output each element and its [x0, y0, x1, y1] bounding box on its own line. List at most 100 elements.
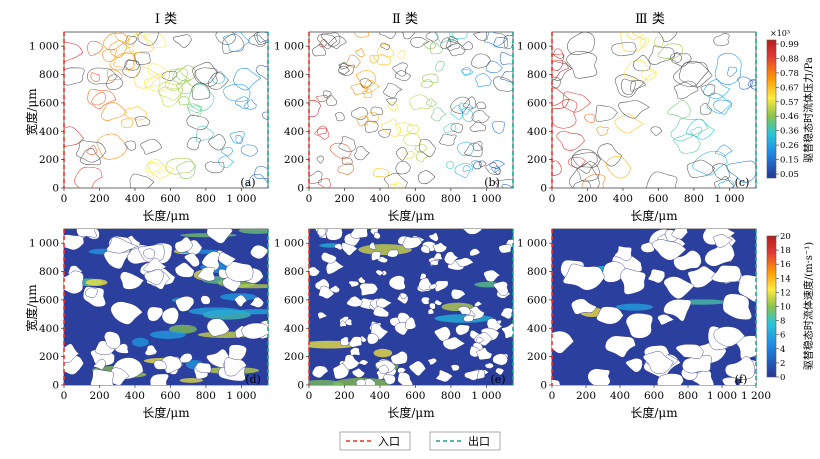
- x-tick-label-a: 1 000: [226, 193, 256, 205]
- x-tick-label-c: 0: [549, 193, 556, 205]
- x-tick-label-e: 600: [405, 390, 425, 402]
- pressure-tick-label: 0.57: [780, 98, 799, 108]
- velocity-tick-label: 6: [780, 331, 785, 341]
- column-title-1: Ⅰ 类: [155, 12, 177, 27]
- velocity-field-f: [552, 229, 756, 385]
- pressure-tick-label: 0.05: [780, 170, 799, 180]
- x-tick-label-b: 800: [441, 193, 461, 205]
- y-tick-label-a: 200: [39, 154, 59, 166]
- y-tick-label-f: 800: [527, 266, 547, 278]
- y-tick-label-e: 400: [284, 323, 304, 335]
- panel-c: [551, 31, 757, 189]
- panel-b: [308, 31, 514, 189]
- pressure-tick-label: 0.15: [780, 156, 799, 166]
- y-tick-label-d: 400: [39, 323, 59, 335]
- y-tick-label-f: 400: [527, 323, 547, 335]
- y-tick-label-d: 1 000: [29, 238, 59, 250]
- axis-ticks: 0 200 400 600 800 1 000 0 200 400 600 800 1 000 0 200…: [29, 41, 771, 402]
- y-tick-label-f: 0: [540, 380, 547, 392]
- x-tick-label-d: 200: [89, 390, 109, 402]
- y-tick-label-f: 600: [527, 294, 547, 306]
- x-tick-label-d: 0: [61, 390, 68, 402]
- panel-label-b: (b): [484, 176, 500, 189]
- y-tick-label-f: 200: [527, 351, 547, 363]
- y-tick-label-b: 400: [284, 126, 304, 138]
- x-tick-label-a: 800: [196, 193, 216, 205]
- pressure-tick-label: 0.46: [780, 112, 799, 122]
- pore-outlines-a: [64, 32, 268, 188]
- y-tick-label-b: 200: [284, 154, 304, 166]
- velocity-tick-label: 2: [780, 359, 785, 369]
- velocity-tick-label: 0: [780, 373, 785, 383]
- x-tick-label-f: 200: [576, 390, 596, 402]
- velocity-tick-label: 18: [780, 246, 791, 256]
- x-axis-label-d: 长度/μm: [142, 405, 190, 420]
- y-tick-label-c: 0: [540, 183, 547, 195]
- pore-outlines-c: [552, 32, 756, 188]
- x-tick-label-f: 1 200: [741, 390, 771, 402]
- x-axis-label-e: 长度/μm: [387, 405, 435, 420]
- velocity-colorbar-label: 驱替稳态时流体速度/(m·s⁻¹): [802, 242, 815, 370]
- y-tick-label-c: 600: [527, 97, 547, 109]
- panel-label-e: (e): [490, 373, 505, 386]
- legend: 入口 出口: [339, 431, 501, 451]
- y-tick-label-e: 1 000: [274, 238, 304, 250]
- x-tick-label-d: 600: [160, 390, 180, 402]
- y-tick-label-f: 1 000: [517, 238, 547, 250]
- pressure-colorbar-ticks: 0.99 0.88 0.78 0.67 0.57 0.46 0.36 0.26 0.15 0.05: [776, 40, 799, 180]
- pressure-tick-label: 0.88: [780, 54, 799, 64]
- y-tick-label-e: 200: [284, 351, 304, 363]
- velocity-tick-label: 12: [780, 288, 791, 298]
- legend-outlet-label: 出口: [468, 434, 490, 448]
- x-axis-label-b: 长度/μm: [387, 208, 435, 223]
- x-tick-label-a: 600: [160, 193, 180, 205]
- y-tick-label-c: 800: [527, 69, 547, 81]
- x-tick-label-b: 0: [306, 193, 313, 205]
- y-tick-label-e: 0: [297, 380, 304, 392]
- panel-label-d: (d): [245, 373, 261, 386]
- y-tick-label-e: 800: [284, 266, 304, 278]
- x-tick-label-f: 800: [678, 390, 698, 402]
- y-tick-label-c: 200: [527, 154, 547, 166]
- pressure-tick-label: 0.36: [780, 127, 799, 137]
- x-tick-label-e: 0: [306, 390, 313, 402]
- x-tick-label-a: 400: [125, 193, 145, 205]
- y-tick-label-b: 1 000: [274, 41, 304, 53]
- x-tick-label-b: 1 000: [471, 193, 501, 205]
- column-title-3: Ⅲ 类: [635, 12, 665, 27]
- pressure-tick-label: 0.99: [780, 40, 799, 50]
- pore-outlines-b: [309, 32, 513, 188]
- x-tick-label-f: 0: [549, 390, 556, 402]
- y-tick-label-c: 400: [527, 126, 547, 138]
- x-tick-label-f: 1 000: [707, 390, 737, 402]
- y-tick-label-b: 800: [284, 69, 304, 81]
- pressure-tick-label: 0.78: [780, 69, 799, 79]
- x-tick-label-e: 800: [441, 390, 461, 402]
- x-tick-label-c: 200: [577, 193, 597, 205]
- inlet-outlet-edges: [63, 32, 757, 385]
- y-tick-label-d: 600: [39, 294, 59, 306]
- x-tick-label-d: 400: [125, 390, 145, 402]
- x-axis-label-f: 长度/μm: [630, 405, 678, 420]
- panel-label-c: (c): [735, 176, 750, 189]
- legend-outlet-box: [429, 431, 501, 451]
- y-tick-label-d: 0: [52, 380, 59, 392]
- x-tick-label-e: 400: [370, 390, 390, 402]
- x-tick-label-b: 400: [370, 193, 390, 205]
- x-tick-label-f: 600: [644, 390, 664, 402]
- y-tick-label-b: 0: [297, 183, 304, 195]
- x-tick-label-b: 200: [334, 193, 354, 205]
- velocity-colorbar: [766, 235, 777, 378]
- x-tick-label-e: 200: [334, 390, 354, 402]
- x-tick-label-b: 600: [405, 193, 425, 205]
- y-axis-label-top: 宽度/μm: [24, 88, 39, 136]
- x-tick-label-a: 0: [61, 193, 68, 205]
- velocity-tick-label: 8: [780, 317, 785, 327]
- y-tick-label-a: 600: [39, 97, 59, 109]
- x-tick-label-a: 200: [89, 193, 109, 205]
- legend-inlet-box: [339, 431, 411, 451]
- x-tick-label-c: 800: [684, 193, 704, 205]
- x-tick-label-c: 400: [613, 193, 633, 205]
- velocity-tick-label: 14: [780, 274, 791, 284]
